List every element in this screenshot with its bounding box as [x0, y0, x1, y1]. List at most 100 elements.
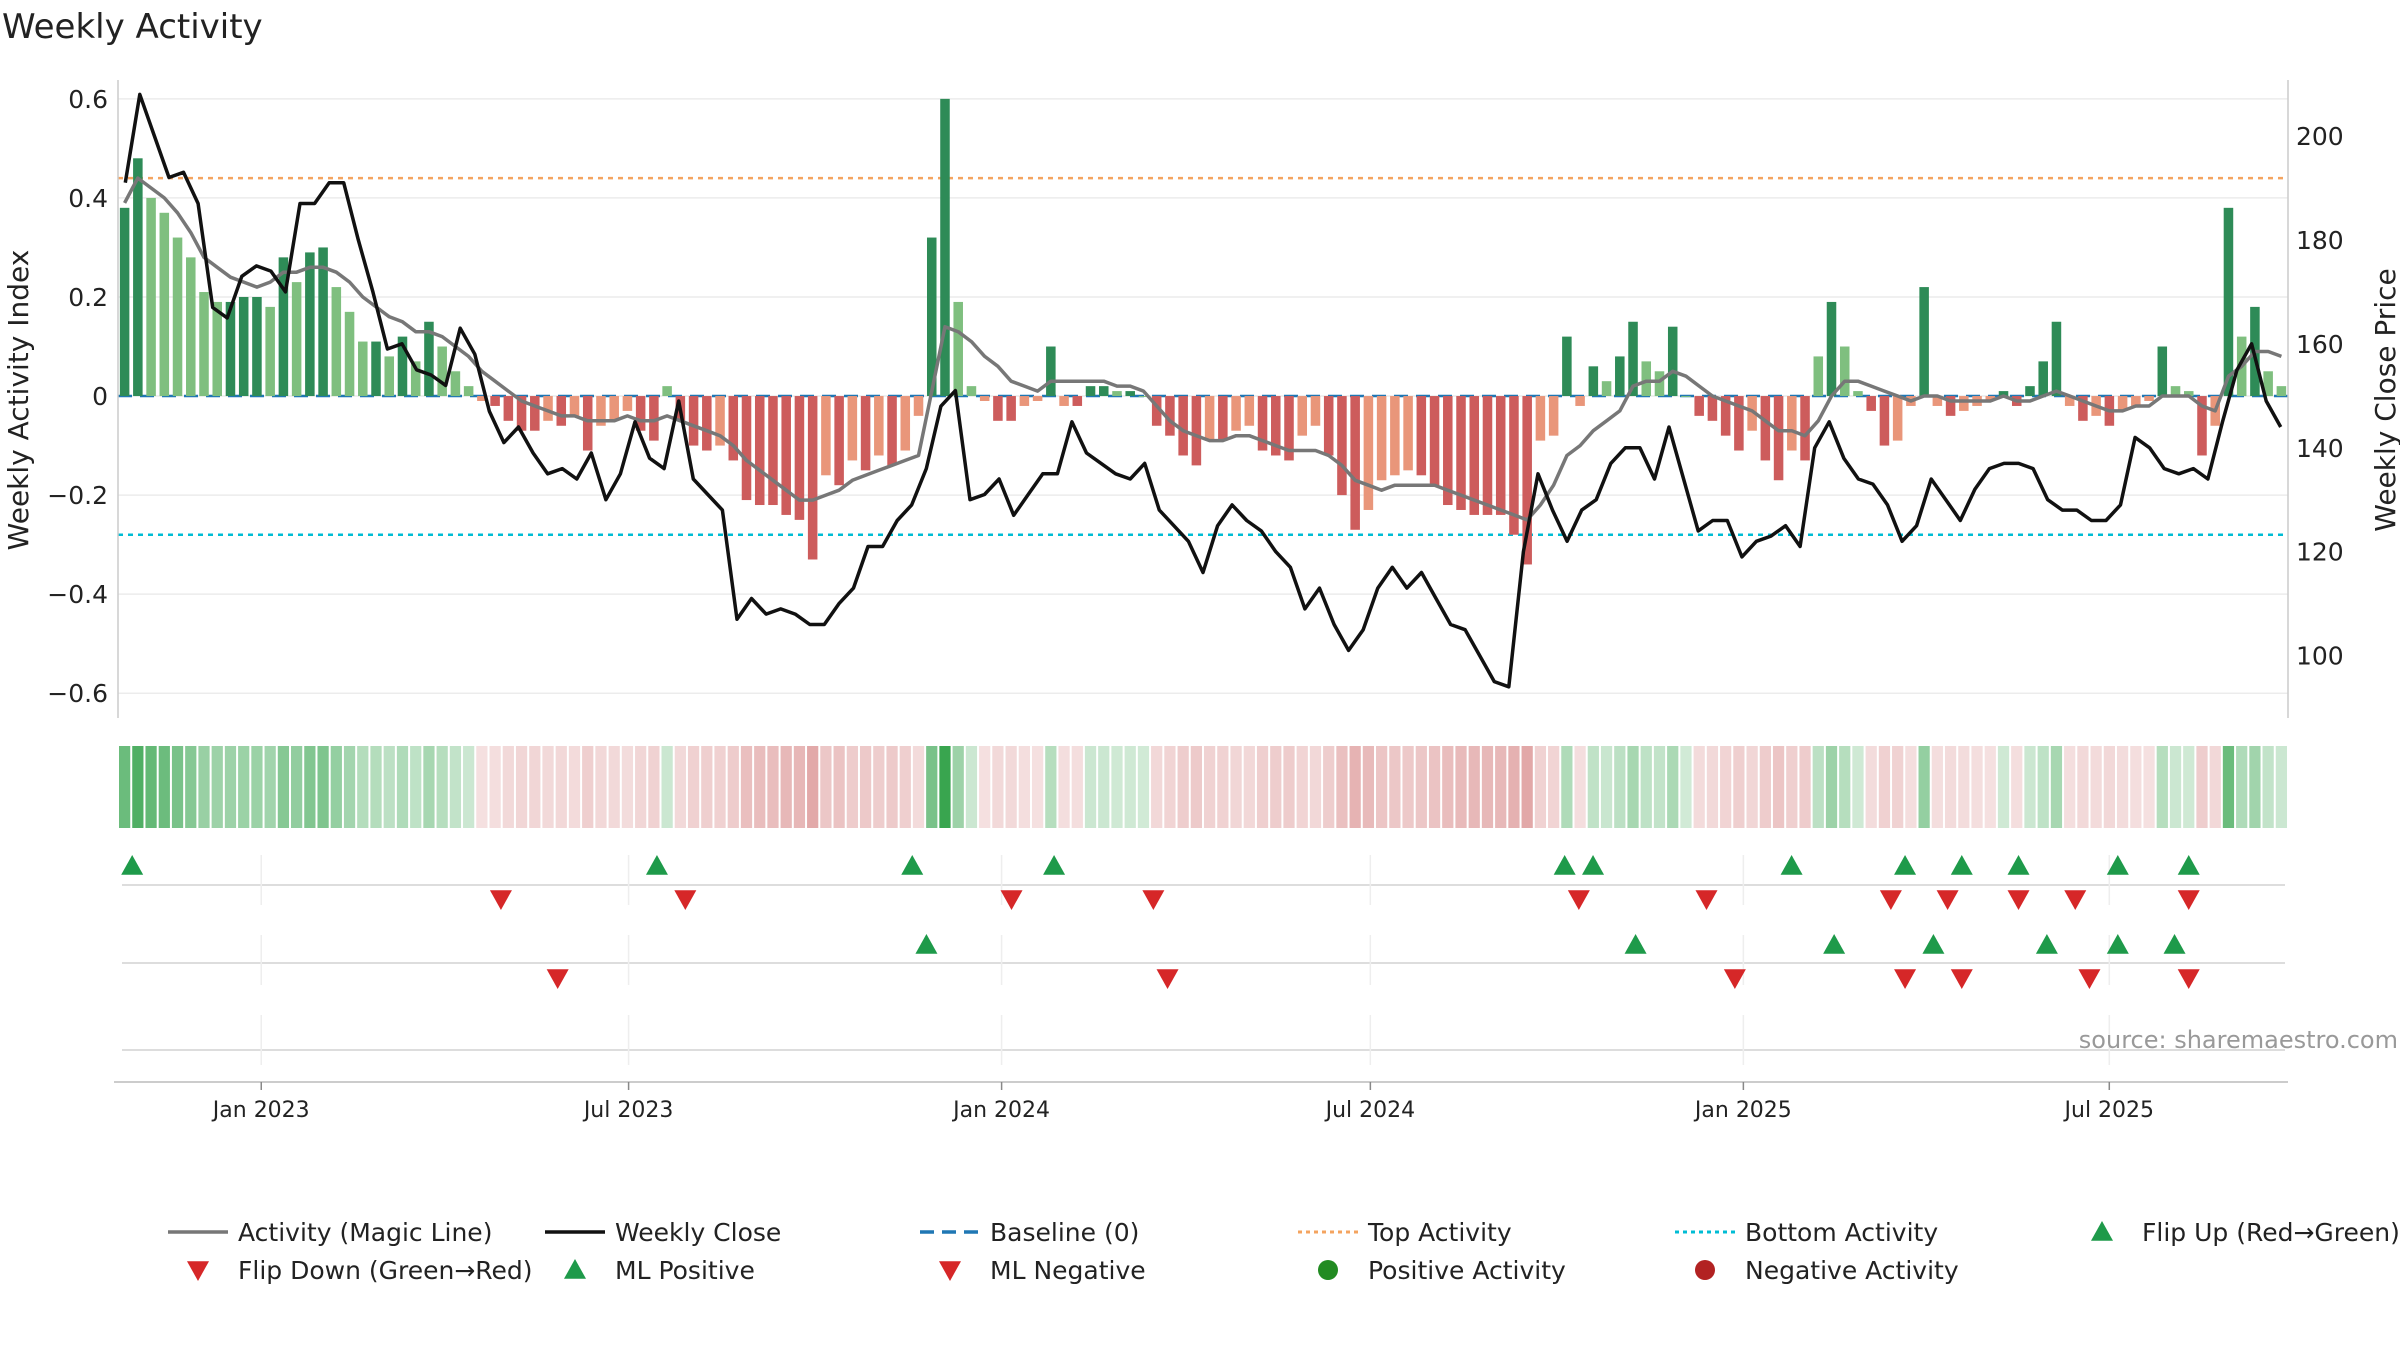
heat-cell: [1283, 746, 1295, 828]
activity-bar: [2263, 371, 2273, 397]
activity-bar: [807, 396, 818, 560]
activity-bar: [1707, 396, 1718, 421]
activity-bar: [238, 296, 249, 397]
heat-cell: [1825, 746, 1838, 828]
y-tick-label-right: 100: [2296, 642, 2344, 671]
activity-bar: [1879, 396, 1890, 446]
heat-cell: [992, 746, 1004, 828]
y-tick-label-right: 180: [2296, 226, 2344, 255]
x-tick-label: Jan 2025: [1693, 1098, 1792, 1123]
y-tick-label-right: 160: [2296, 330, 2344, 359]
heat-cell: [1971, 746, 1983, 828]
ml-positive-marker: [915, 934, 938, 954]
heat-cell: [727, 746, 739, 828]
activity-bar: [2197, 396, 2207, 456]
heat-cell: [2130, 746, 2142, 828]
activity-bar: [1416, 396, 1427, 476]
legend-label: Flip Up (Red→Green): [2142, 1218, 2400, 1247]
y-tick-label-left: −0.6: [47, 679, 108, 708]
line-series: [123, 92, 2283, 689]
flip-up-marker: [2007, 855, 2030, 875]
activity-bar: [318, 247, 328, 397]
heat-cell: [1468, 746, 1480, 828]
activity-bar: [2038, 361, 2048, 397]
activity-bar: [847, 396, 858, 461]
heat-cell: [568, 746, 581, 828]
activity-bar: [1032, 396, 1043, 401]
heat-cell: [1958, 746, 1970, 828]
activity-bar: [358, 341, 368, 397]
legend-label: Positive Activity: [1368, 1256, 1566, 1285]
activity-bar: [1641, 361, 1652, 397]
x-tick-label: Jul 2025: [2063, 1098, 2155, 1123]
y-tick-label-left: 0.2: [68, 283, 108, 312]
heat-cell: [1680, 746, 1692, 828]
legend-label: Negative Activity: [1745, 1256, 1959, 1285]
activity-bar: [1932, 396, 1943, 406]
heat-cell: [2275, 746, 2287, 828]
heat-cell: [793, 746, 806, 828]
activity-bar: [1919, 287, 1929, 397]
activity-bar: [2131, 396, 2141, 406]
heat-cell: [608, 746, 620, 828]
activity-bar: [1813, 356, 1824, 397]
activity-bar: [2144, 396, 2154, 401]
activity-bar: [794, 396, 805, 520]
heat-cell: [1442, 746, 1454, 828]
flip-down-marker: [1936, 890, 1959, 910]
heat-cell: [1111, 746, 1123, 828]
y-tick-label-left: 0: [92, 382, 108, 411]
heat-cell: [1746, 746, 1758, 828]
activity-bar: [1257, 396, 1268, 451]
heat-cell: [2143, 746, 2155, 828]
heat-cell: [1243, 746, 1255, 828]
activity-bar: [1403, 396, 1413, 471]
activity-bar: [556, 396, 567, 426]
heat-cell: [859, 746, 872, 828]
heat-cell: [542, 746, 554, 828]
activity-bar: [900, 396, 911, 451]
heat-cell: [979, 746, 991, 828]
legend-label: Top Activity: [1367, 1218, 1512, 1247]
activity-bar: [1376, 396, 1387, 481]
heat-cell: [2050, 746, 2063, 828]
heat-cell: [621, 746, 634, 828]
legend-swatch-triangle-down: [187, 1261, 209, 1281]
weekly-close-series: [123, 92, 2283, 689]
heat-cell: [198, 746, 210, 828]
activity-bar: [1734, 396, 1744, 451]
ml-positive-marker: [1922, 934, 1945, 954]
activity-bar: [1562, 336, 1572, 397]
heat-cell: [1892, 746, 1904, 828]
activity-bar: [582, 396, 593, 451]
flip-up-marker: [1894, 855, 1917, 875]
heat-cell: [1323, 746, 1335, 828]
activity-bar: [278, 257, 289, 397]
heat-cell: [846, 746, 858, 828]
heat-cell: [555, 746, 567, 828]
activity-bar: [821, 396, 831, 476]
heat-cell: [132, 746, 144, 828]
activity-bar: [1509, 396, 1519, 535]
heat-cell: [912, 746, 925, 828]
activity-bar: [1059, 396, 1069, 406]
y-tick-label-right: 140: [2296, 434, 2344, 463]
activity-bar: [437, 346, 447, 397]
activity-bar: [1456, 396, 1466, 510]
flip-up-marker: [1043, 855, 1066, 875]
heat-cell: [926, 746, 938, 828]
activity-bar: [1178, 396, 1188, 456]
activity-bar: [1654, 371, 1665, 397]
activity-bar: [1615, 356, 1625, 397]
activity-bar: [1773, 396, 1784, 481]
activity-bar: [649, 396, 659, 441]
activity-bar: [463, 386, 474, 397]
heat-cell: [1495, 746, 1507, 828]
activity-heat-strip: [119, 746, 2287, 828]
heat-cell: [648, 746, 660, 828]
activity-bar: [781, 396, 791, 515]
heat-cell: [264, 746, 276, 828]
activity-bar: [1098, 386, 1109, 397]
activity-bar: [754, 396, 765, 506]
activity-bar: [1218, 396, 1228, 441]
